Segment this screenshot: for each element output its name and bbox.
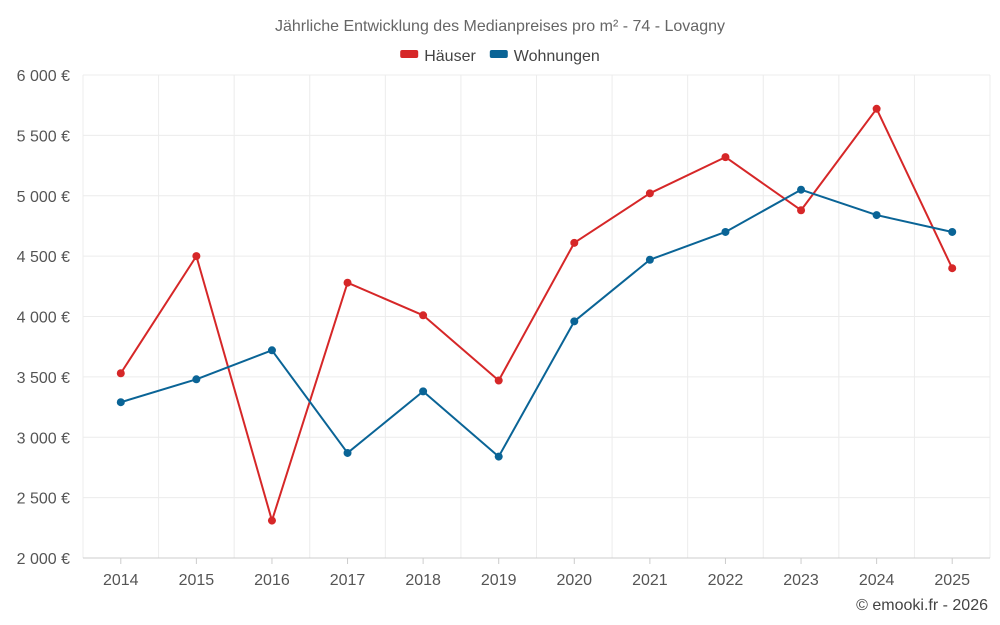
- chart-title: Jährliche Entwicklung des Medianpreises …: [275, 18, 725, 35]
- grid: [82, 74, 991, 559]
- legend-swatch: [489, 50, 508, 58]
- data-point[interactable]: [872, 211, 881, 220]
- legend-label: Häuser: [424, 48, 476, 65]
- data-point[interactable]: [267, 516, 276, 525]
- data-point[interactable]: [494, 452, 503, 461]
- copyright-credit: © emooki.fr - 2026: [856, 597, 988, 614]
- data-point[interactable]: [570, 317, 579, 326]
- data-point[interactable]: [494, 376, 503, 385]
- data-point[interactable]: [948, 264, 957, 273]
- y-tick-label: 3 500 €: [17, 370, 70, 387]
- y-tick-label: 2 000 €: [17, 551, 70, 568]
- data-point[interactable]: [116, 369, 125, 378]
- data-point[interactable]: [192, 252, 201, 261]
- x-tick-label: 2018: [405, 572, 441, 589]
- data-point[interactable]: [116, 398, 125, 407]
- data-point[interactable]: [645, 189, 654, 198]
- y-tick-label: 5 000 €: [17, 189, 70, 206]
- x-tick-label: 2022: [708, 572, 744, 589]
- x-tick-label: 2024: [859, 572, 895, 589]
- series-group: [116, 104, 957, 525]
- legend-swatch: [400, 50, 419, 58]
- y-tick-label: 4 000 €: [17, 310, 70, 327]
- x-tick-label: 2016: [254, 572, 290, 589]
- y-tick-label: 3 000 €: [17, 430, 70, 447]
- data-point[interactable]: [645, 255, 654, 264]
- x-tick-label: 2019: [481, 572, 517, 589]
- data-point[interactable]: [267, 346, 276, 355]
- x-tick-label: 2017: [330, 572, 366, 589]
- legend-label: Wohnungen: [514, 48, 600, 65]
- data-point[interactable]: [797, 185, 806, 194]
- series-wohnungen: [116, 185, 957, 461]
- data-point[interactable]: [721, 227, 730, 236]
- x-tick-label: 2014: [103, 572, 139, 589]
- data-point[interactable]: [721, 153, 730, 162]
- data-point[interactable]: [343, 278, 352, 287]
- x-tick-label: 2021: [632, 572, 668, 589]
- y-tick-label: 2 500 €: [17, 491, 70, 508]
- x-tick-label: 2015: [179, 572, 215, 589]
- legend: Häuser Wohnungen: [400, 48, 600, 65]
- legend-item[interactable]: Häuser: [400, 48, 476, 65]
- data-point[interactable]: [948, 227, 957, 236]
- series-line: [120, 188, 953, 458]
- y-tick-label: 5 500 €: [17, 128, 70, 145]
- x-axis: 2014 2015 2016 2017 2018 2019 2020 2021 2022 2023…: [83, 557, 990, 589]
- x-tick-label: 2023: [783, 572, 819, 589]
- y-tick-label: 6 000 €: [17, 68, 70, 85]
- data-point[interactable]: [872, 104, 881, 113]
- data-point[interactable]: [419, 387, 428, 396]
- data-point[interactable]: [419, 311, 428, 320]
- y-axis: 2 000 € 2 500 € 3 000 € 3 500 € 4 000 € 4 500…: [17, 68, 70, 568]
- legend-item[interactable]: Wohnungen: [489, 48, 600, 65]
- data-point[interactable]: [343, 448, 352, 457]
- data-point[interactable]: [570, 238, 579, 247]
- x-tick-label: 2020: [556, 572, 592, 589]
- y-tick-label: 4 500 €: [17, 249, 70, 266]
- x-tick-label: 2025: [934, 572, 970, 589]
- data-point[interactable]: [797, 206, 806, 215]
- data-point[interactable]: [192, 375, 201, 384]
